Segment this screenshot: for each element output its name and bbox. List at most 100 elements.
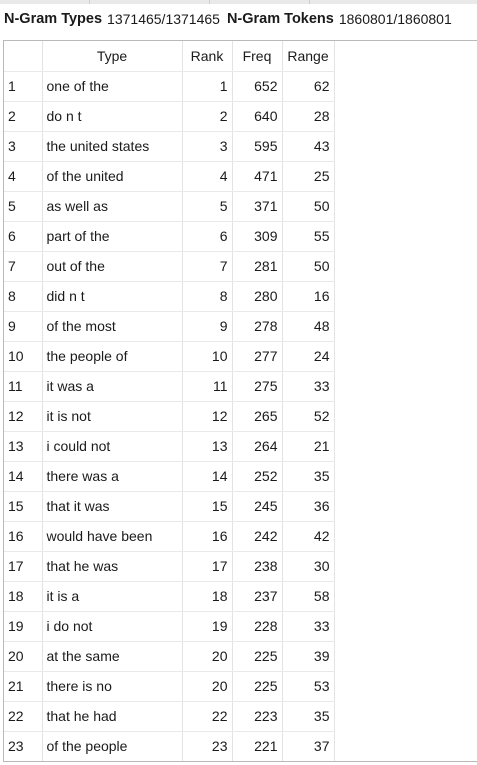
row-number-cell: 17: [4, 551, 43, 582]
rank-cell: 16: [182, 521, 233, 552]
type-cell: the people of: [42, 341, 183, 372]
type-cell: it was a: [42, 371, 183, 402]
range-cell: 16: [282, 281, 335, 312]
table-row[interactable]: 11 it was a 11 275 33: [4, 371, 335, 402]
table-row[interactable]: 23 of the people 23 221 37: [4, 731, 335, 761]
freq-cell: 264: [232, 431, 283, 462]
table-row[interactable]: 17 that he was 17 238 30: [4, 551, 335, 582]
tab-strip-segment: [210, 0, 310, 4]
freq-cell: 237: [232, 581, 283, 612]
rank-cell: 19: [182, 611, 233, 642]
table-row[interactable]: 3 the united states 3 595 43: [4, 131, 335, 162]
range-cell: 35: [282, 461, 335, 492]
range-cell: 30: [282, 551, 335, 582]
rank-cell: 6: [182, 221, 233, 252]
freq-cell: 277: [232, 341, 283, 372]
column-header-rank[interactable]: Rank: [182, 41, 233, 72]
type-cell: the united states: [42, 131, 183, 162]
type-cell: there is no: [42, 671, 183, 702]
top-tab-strip: [0, 0, 477, 4]
rank-cell: 1: [182, 71, 233, 102]
row-number-cell: 22: [4, 701, 43, 732]
tab-strip-segment: [90, 0, 210, 4]
type-cell: that he had: [42, 701, 183, 732]
table-row[interactable]: 20 at the same 20 225 39: [4, 641, 335, 672]
table-row[interactable]: 7 out of the 7 281 50: [4, 251, 335, 282]
row-number-cell: 19: [4, 611, 43, 642]
table-row[interactable]: 14 there was a 14 252 35: [4, 461, 335, 492]
freq-cell: 228: [232, 611, 283, 642]
table-row[interactable]: 9 of the most 9 278 48: [4, 311, 335, 342]
type-cell: it is a: [42, 581, 183, 612]
ngram-types-value: 1371465/1371465: [107, 11, 220, 27]
range-cell: 28: [282, 101, 335, 132]
row-number-cell: 4: [4, 161, 43, 192]
freq-cell: 225: [232, 641, 283, 672]
row-number-cell: 11: [4, 371, 43, 402]
type-cell: i do not: [42, 611, 183, 642]
row-number-cell: 15: [4, 491, 43, 522]
range-cell: 35: [282, 701, 335, 732]
row-number-cell: 16: [4, 521, 43, 552]
row-number-cell: 13: [4, 431, 43, 462]
type-cell: one of the: [42, 71, 183, 102]
row-number-cell: 5: [4, 191, 43, 222]
table-row[interactable]: 18 it is a 18 237 58: [4, 581, 335, 612]
rank-cell: 13: [182, 431, 233, 462]
range-cell: 24: [282, 341, 335, 372]
type-cell: that he was: [42, 551, 183, 582]
table-row[interactable]: 10 the people of 10 277 24: [4, 341, 335, 372]
freq-cell: 225: [232, 671, 283, 702]
rank-cell: 23: [182, 731, 233, 761]
table-body: 1 one of the 1 652 62 2 do n t 2 640 28 3 the unite…: [4, 71, 335, 761]
range-cell: 37: [282, 731, 335, 761]
range-cell: 53: [282, 671, 335, 702]
freq-cell: 223: [232, 701, 283, 732]
rank-cell: 20: [182, 671, 233, 702]
table-row[interactable]: 2 do n t 2 640 28: [4, 101, 335, 132]
type-cell: i could not: [42, 431, 183, 462]
rank-cell: 7: [182, 251, 233, 282]
type-cell: part of the: [42, 221, 183, 252]
table-row[interactable]: 13 i could not 13 264 21: [4, 431, 335, 462]
row-number-cell: 23: [4, 731, 43, 761]
type-cell: do n t: [42, 101, 183, 132]
row-number-cell: 7: [4, 251, 43, 282]
table-row[interactable]: 12 it is not 12 265 52: [4, 401, 335, 432]
table-row[interactable]: 5 as well as 5 371 50: [4, 191, 335, 222]
type-cell: of the most: [42, 311, 183, 342]
range-cell: 25: [282, 161, 335, 192]
freq-cell: 640: [232, 101, 283, 132]
table-row[interactable]: 1 one of the 1 652 62: [4, 71, 335, 102]
table-row[interactable]: 22 that he had 22 223 35: [4, 701, 335, 732]
column-header-freq[interactable]: Freq: [232, 41, 283, 72]
table-row[interactable]: 19 i do not 19 228 33: [4, 611, 335, 642]
table-row[interactable]: 21 there is no 20 225 53: [4, 671, 335, 702]
rank-cell: 18: [182, 581, 233, 612]
ngram-results-table: Type Rank Freq Range 1 one of the 1 652 62 2 d…: [4, 41, 335, 761]
table-row[interactable]: 15 that it was 15 245 36: [4, 491, 335, 522]
freq-cell: 252: [232, 461, 283, 492]
rank-cell: 12: [182, 401, 233, 432]
column-header-range[interactable]: Range: [282, 41, 335, 72]
ngram-types-label: N-Gram Types: [4, 11, 103, 27]
type-cell: out of the: [42, 251, 183, 282]
table-row[interactable]: 8 did n t 8 280 16: [4, 281, 335, 312]
column-header-row-number[interactable]: [4, 41, 43, 72]
table-row[interactable]: 16 would have been 16 242 42: [4, 521, 335, 552]
ngram-stats-bar: N-Gram Types 1371465/1371465 N-Gram Toke…: [0, 4, 477, 34]
freq-cell: 238: [232, 551, 283, 582]
tab-strip-segment: [0, 0, 90, 4]
type-cell: would have been: [42, 521, 183, 552]
rank-cell: 20: [182, 641, 233, 672]
freq-cell: 245: [232, 491, 283, 522]
freq-cell: 471: [232, 161, 283, 192]
table-row[interactable]: 6 part of the 6 309 55: [4, 221, 335, 252]
range-cell: 48: [282, 311, 335, 342]
column-header-type[interactable]: Type: [42, 41, 183, 72]
range-cell: 21: [282, 431, 335, 462]
rank-cell: 10: [182, 341, 233, 372]
type-cell: as well as: [42, 191, 183, 222]
table-row[interactable]: 4 of the united 4 471 25: [4, 161, 335, 192]
type-cell: at the same: [42, 641, 183, 672]
